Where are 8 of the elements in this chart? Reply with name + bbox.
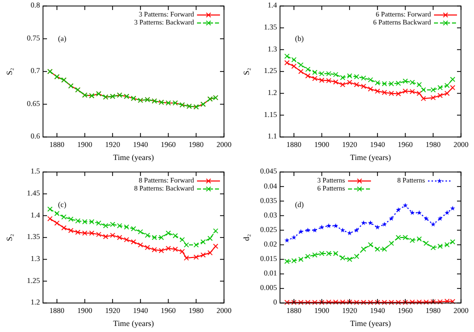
x-axis-title: Time (years) xyxy=(350,319,392,328)
x-axis-title: Time (years) xyxy=(350,153,392,162)
y-axis-title: S₂ xyxy=(4,234,14,242)
y-axis-title: S₂ xyxy=(4,68,14,76)
x-axis-title: Time (years) xyxy=(113,153,154,162)
y-axis-title: d₂ xyxy=(242,234,251,241)
x-axis-title: Time (years) xyxy=(113,319,154,328)
y-axis-title: S₂ xyxy=(242,68,251,76)
